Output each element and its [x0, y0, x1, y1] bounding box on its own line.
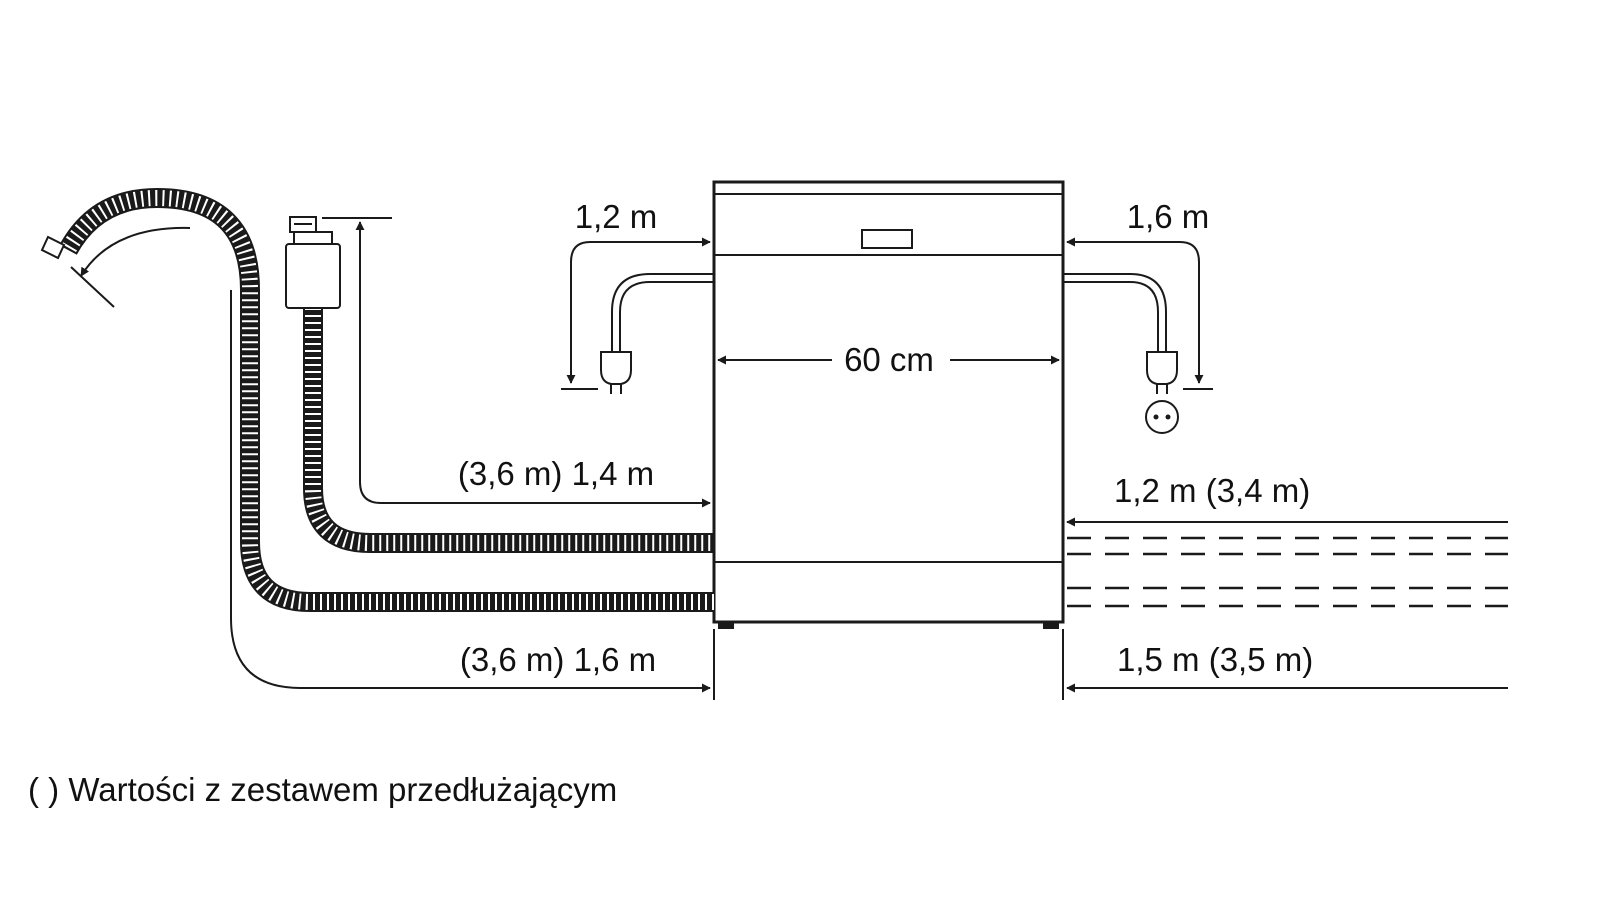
plug-right-length: 1,6 m	[1127, 198, 1210, 235]
plug-left-icon	[600, 351, 632, 385]
inlet-hose-length: (3,6 m) 1,4 m	[458, 455, 654, 492]
dishwasher-body	[712, 180, 1065, 700]
footnote: ( ) Wartości z zestawem przedłużającym	[28, 771, 617, 808]
power-cord-right: 1,6 m	[1063, 198, 1213, 434]
drain-hose: (3,6 m) 1,6 m	[40, 187, 714, 693]
plug-left-length: 1,2 m	[575, 198, 658, 235]
aquastop-valve-icon	[285, 216, 341, 309]
control-display	[861, 229, 913, 249]
right-upper-length: 1,2 m (3,4 m)	[1114, 472, 1310, 509]
foot-left	[718, 622, 734, 629]
width-dimension: 60 cm	[717, 341, 1060, 378]
plug-right-icon	[1146, 351, 1178, 385]
right-hoses: 1,2 m (3,4 m) 1,5 m (3,5 m)	[1066, 472, 1508, 693]
drain-hose-length: (3,6 m) 1,6 m	[460, 641, 656, 678]
power-socket-icon	[1145, 400, 1179, 434]
width-label: 60 cm	[844, 341, 934, 378]
power-cord-left: 1,2 m	[561, 198, 714, 394]
inlet-hose: (3,6 m) 1,4 m	[285, 216, 714, 553]
right-lower-length: 1,5 m (3,5 m)	[1117, 641, 1313, 678]
foot-right	[1043, 622, 1059, 629]
drain-hook-icon	[40, 235, 115, 308]
